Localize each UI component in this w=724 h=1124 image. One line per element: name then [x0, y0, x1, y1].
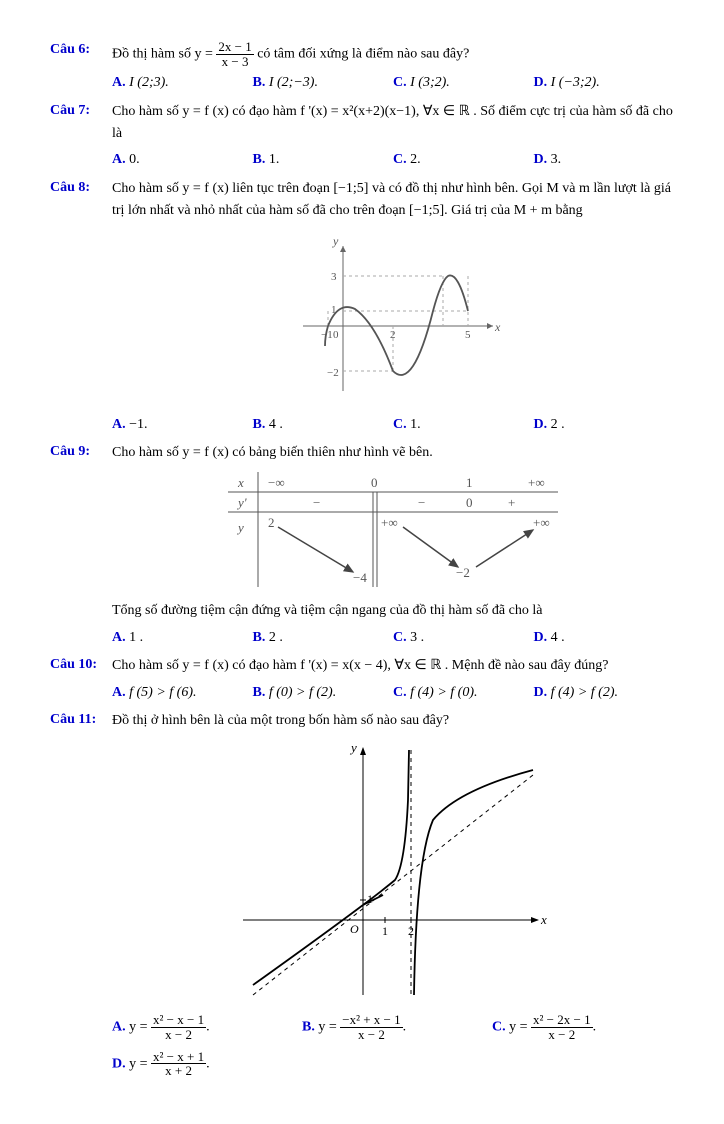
- svg-text:+∞: +∞: [381, 515, 398, 530]
- svg-text:−: −: [313, 495, 320, 510]
- option-a: A. −1.: [112, 414, 253, 436]
- question-8: Câu 8: Cho hàm số y = f (x) liên tục trê…: [50, 178, 674, 436]
- question-text: Cho hàm số y = f (x) có đạo hàm f '(x) =…: [112, 101, 674, 146]
- svg-text:0: 0: [371, 475, 378, 490]
- fraction: −x² + x − 1 x − 2: [340, 1013, 402, 1041]
- option-b: B. 4 .: [253, 414, 394, 436]
- svg-text:−: −: [418, 495, 425, 510]
- option-b: B. I (2;−3).: [253, 72, 394, 94]
- option-a: A. 1 .: [112, 627, 253, 649]
- question-label: Câu 10:: [50, 655, 112, 673]
- question-label: Câu 9:: [50, 442, 112, 460]
- options: A. y = x² − x − 1 x − 2 . B. y = −x² + x…: [112, 1013, 674, 1078]
- option-d: D. I (−3;2).: [534, 72, 675, 94]
- svg-text:−∞: −∞: [268, 475, 285, 490]
- question-body: Cho hàm số y = f (x) có đạo hàm f '(x) =…: [112, 655, 674, 704]
- question-text: Đồ thị ở hình bên là của một trong bốn h…: [112, 710, 674, 732]
- svg-text:x: x: [494, 320, 501, 334]
- options: A. 0. B. 1. C. 2. D. 3.: [112, 149, 674, 171]
- question-10: Câu 10: Cho hàm số y = f (x) có đạo hàm …: [50, 655, 674, 704]
- option-a: A. 0.: [112, 149, 253, 171]
- svg-text:y': y': [236, 495, 247, 510]
- options: A. f (5) > f (6). B. f (0) > f (2). C. f…: [112, 682, 674, 704]
- graph-11: x y O 1 2 1: [112, 740, 674, 1005]
- question-body: Đồ thị ở hình bên là của một trong bốn h…: [112, 710, 674, 1078]
- option-c: C. f (4) > f (0).: [393, 682, 534, 704]
- option-d: D. 3.: [534, 149, 675, 171]
- svg-text:−4: −4: [353, 570, 367, 585]
- svg-text:+∞: +∞: [533, 515, 550, 530]
- svg-text:0: 0: [466, 495, 473, 510]
- question-text-2: Tổng số đường tiệm cận đứng và tiệm cận …: [112, 600, 674, 622]
- option-d: D. y = x² − x + 1 x + 2 .: [112, 1050, 674, 1078]
- svg-text:x: x: [237, 475, 244, 490]
- svg-text:x: x: [540, 912, 547, 927]
- option-a: A. f (5) > f (6).: [112, 682, 253, 704]
- question-11: Câu 11: Đồ thị ở hình bên là của một tro…: [50, 710, 674, 1078]
- option-c: C. 2.: [393, 149, 534, 171]
- option-d: D. 2 .: [534, 414, 675, 436]
- question-7: Câu 7: Cho hàm số y = f (x) có đạo hàm f…: [50, 101, 674, 172]
- question-text: Đồ thị hàm số y = 2x − 1 x − 3 có tâm đố…: [112, 40, 674, 68]
- fraction: 2x − 1 x − 3: [216, 40, 253, 68]
- options: A. 1 . B. 2 . C. 3 . D. 4 .: [112, 627, 674, 649]
- fraction: x² − 2x − 1 x − 2: [531, 1013, 593, 1041]
- options: A. −1. B. 4 . C. 1. D. 2 .: [112, 414, 674, 436]
- option-b: B. 2 .: [253, 627, 394, 649]
- question-label: Câu 7:: [50, 101, 112, 119]
- option-a: A. I (2;3).: [112, 72, 253, 94]
- question-body: Cho hàm số y = f (x) liên tục trên đoạn …: [112, 178, 674, 436]
- question-label: Câu 11:: [50, 710, 112, 728]
- question-body: Cho hàm số y = f (x) có đạo hàm f '(x) =…: [112, 101, 674, 172]
- question-6: Câu 6: Đồ thị hàm số y = 2x − 1 x − 3 có…: [50, 40, 674, 95]
- svg-text:+∞: +∞: [528, 475, 545, 490]
- svg-text:O: O: [350, 922, 359, 936]
- svg-text:3: 3: [331, 271, 337, 283]
- svg-text:y: y: [236, 520, 244, 535]
- option-c: C. 3 .: [393, 627, 534, 649]
- question-body: Đồ thị hàm số y = 2x − 1 x − 3 có tâm đố…: [112, 40, 674, 95]
- question-text: Cho hàm số y = f (x) có bảng biến thiên …: [112, 442, 674, 464]
- svg-text:y: y: [349, 740, 357, 755]
- svg-text:−2: −2: [327, 367, 339, 379]
- option-c: C. 1.: [393, 414, 534, 436]
- option-d: D. 4 .: [534, 627, 675, 649]
- svg-text:y: y: [332, 234, 339, 248]
- question-9: Câu 9: Cho hàm số y = f (x) có bảng biến…: [50, 442, 674, 649]
- question-text: Cho hàm số y = f (x) có đạo hàm f '(x) =…: [112, 655, 674, 677]
- fraction: x² − x − 1 x − 2: [151, 1013, 206, 1041]
- svg-text:1: 1: [382, 924, 388, 938]
- svg-text:2: 2: [268, 515, 275, 530]
- svg-text:−2: −2: [456, 565, 470, 580]
- question-label: Câu 8:: [50, 178, 112, 196]
- question-body: Cho hàm số y = f (x) có bảng biến thiên …: [112, 442, 674, 649]
- graph-8: x y 0 −1 2 5 3 1 −2: [112, 231, 674, 406]
- option-b: B. y = −x² + x − 1 x − 2 .: [302, 1013, 484, 1041]
- svg-text:1: 1: [466, 475, 473, 490]
- question-text: Cho hàm số y = f (x) liên tục trên đoạn …: [112, 178, 674, 223]
- option-d: D. f (4) > f (2).: [534, 682, 675, 704]
- fraction: x² − x + 1 x + 2: [151, 1050, 206, 1078]
- variation-table: x −∞ 0 1 +∞ y' − − 0 + y 2 +∞ +∞ −4 −2: [112, 472, 674, 592]
- question-label: Câu 6:: [50, 40, 112, 58]
- option-b: B. f (0) > f (2).: [253, 682, 394, 704]
- svg-text:5: 5: [465, 329, 471, 341]
- svg-text:0: 0: [333, 329, 339, 341]
- option-c: C. I (3;2).: [393, 72, 534, 94]
- option-c: C. y = x² − 2x − 1 x − 2 .: [492, 1013, 674, 1041]
- svg-text:+: +: [508, 495, 515, 510]
- options: A. I (2;3). B. I (2;−3). C. I (3;2). D. …: [112, 72, 674, 94]
- option-a: A. y = x² − x − 1 x − 2 .: [112, 1013, 294, 1041]
- option-b: B. 1.: [253, 149, 394, 171]
